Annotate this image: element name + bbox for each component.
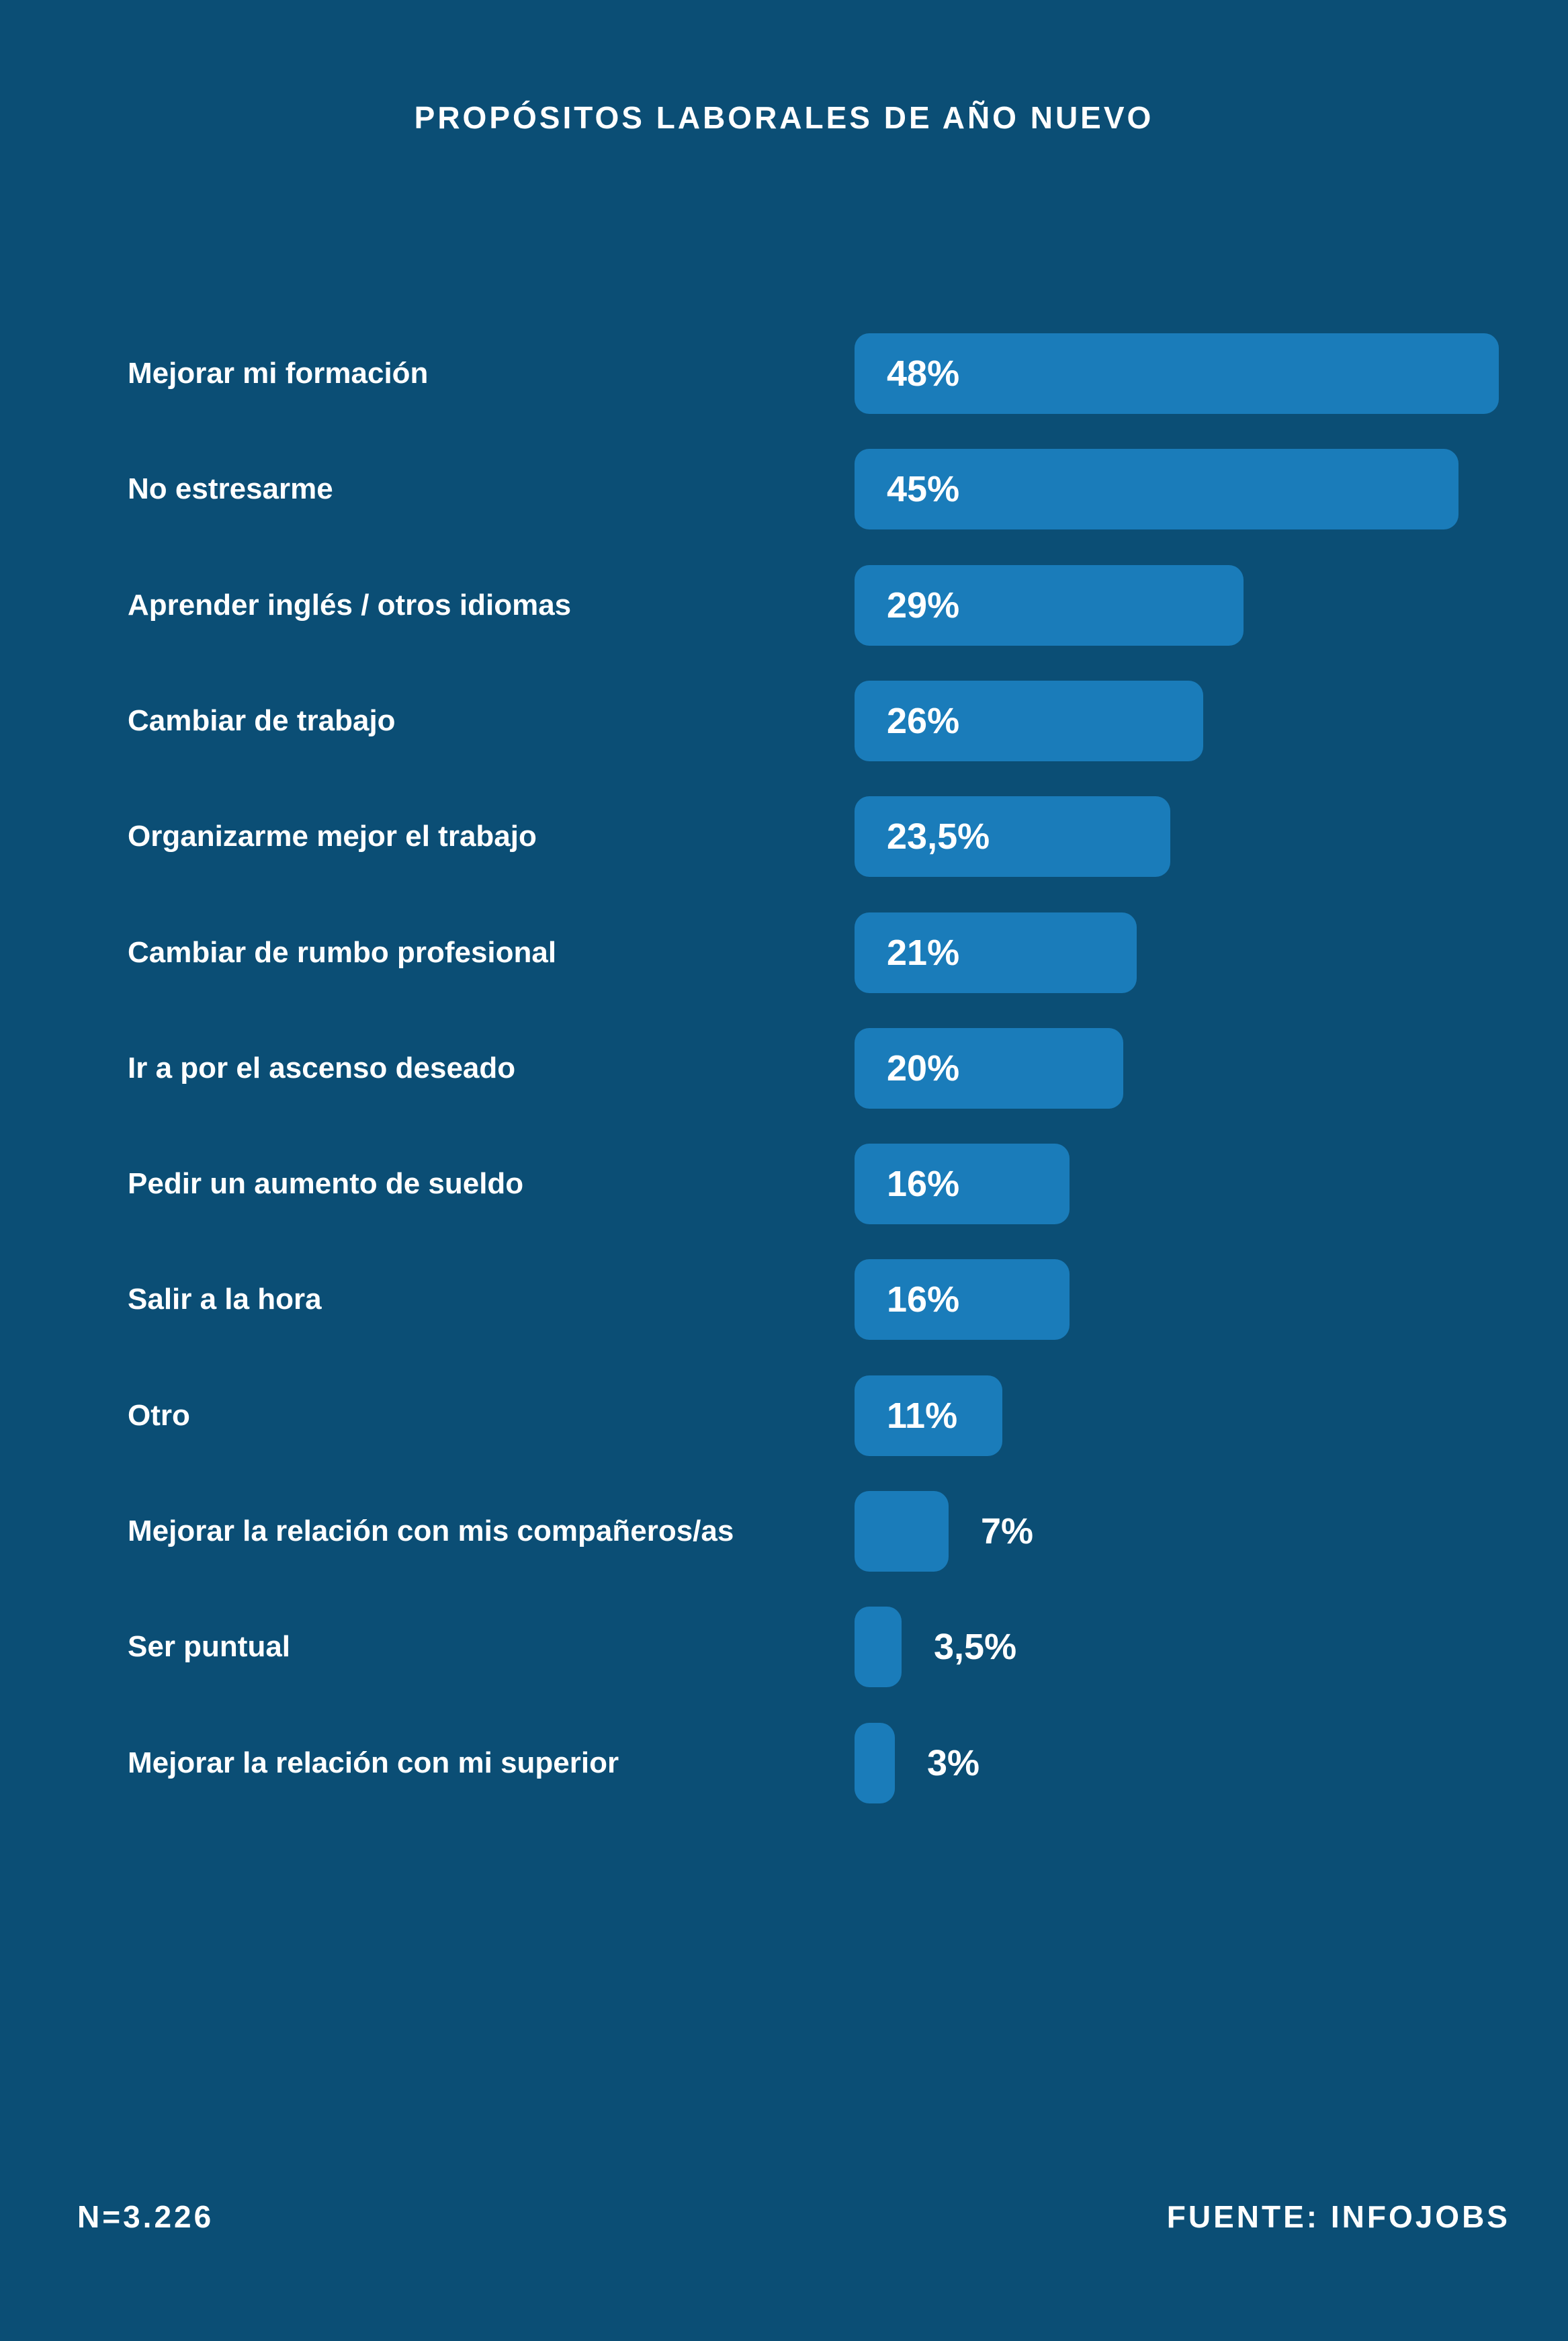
bar	[855, 1607, 902, 1687]
bar-row: Mejorar la relación con mi superior 3%	[0, 1723, 1568, 1803]
category-label: Cambiar de rumbo profesional	[128, 936, 557, 969]
bar-row: Ir a por el ascenso deseado 20%	[0, 1028, 1568, 1109]
bar	[855, 681, 1203, 761]
chart-title: PROPÓSITOS LABORALES DE AÑO NUEVO	[414, 100, 1154, 135]
value-label: 26%	[887, 701, 960, 741]
sample-size: N=3.226	[77, 2199, 214, 2234]
value-label: 23,5%	[887, 816, 990, 857]
bar-row: Mejorar la relación con mis compañeros/a…	[0, 1491, 1568, 1572]
bar-row: Mejorar mi formación 48%	[0, 333, 1568, 414]
bar	[855, 796, 1170, 877]
bar	[855, 1723, 895, 1803]
bar	[855, 449, 1458, 529]
bar	[855, 565, 1244, 646]
source-credit: FUENTE: INFOJOBS	[1166, 2199, 1510, 2234]
bar	[855, 1028, 1123, 1109]
bar-row: Organizarme mejor el trabajo 23,5%	[0, 796, 1568, 877]
category-label: Organizarme mejor el trabajo	[128, 820, 537, 853]
category-label: Cambiar de trabajo	[128, 704, 396, 737]
category-label: Salir a la hora	[128, 1283, 322, 1316]
bar-row: Salir a la hora 16%	[0, 1259, 1568, 1340]
bar	[855, 912, 1137, 993]
bar-row: Cambiar de trabajo 26%	[0, 681, 1568, 761]
value-label: 16%	[887, 1279, 960, 1320]
category-label: No estresarme	[128, 472, 333, 505]
bar-row: Cambiar de rumbo profesional 21%	[0, 912, 1568, 993]
value-label: 3%	[927, 1743, 980, 1783]
bar	[855, 1144, 1070, 1224]
category-label: Pedir un aumento de sueldo	[128, 1167, 524, 1200]
bar-row: No estresarme 45%	[0, 449, 1568, 529]
category-label: Otro	[128, 1399, 190, 1432]
bar	[855, 1375, 1002, 1456]
category-label: Mejorar la relación con mis compañeros/a…	[128, 1515, 734, 1547]
category-label: Mejorar mi formación	[128, 357, 429, 390]
category-label: Ser puntual	[128, 1630, 291, 1663]
value-label: 7%	[981, 1511, 1034, 1551]
value-label: 48%	[887, 353, 960, 394]
value-label: 21%	[887, 933, 960, 973]
value-label: 16%	[887, 1164, 960, 1204]
bar	[855, 1491, 949, 1572]
category-label: Ir a por el ascenso deseado	[128, 1052, 516, 1084]
bar-row: Aprender inglés / otros idiomas 29%	[0, 565, 1568, 646]
value-label: 45%	[887, 469, 960, 509]
category-label: Aprender inglés / otros idiomas	[128, 589, 572, 622]
bar	[855, 1259, 1070, 1340]
bar-row: Otro 11%	[0, 1375, 1568, 1456]
bar	[855, 333, 1499, 414]
category-label: Mejorar la relación con mi superior	[128, 1746, 619, 1779]
value-label: 20%	[887, 1048, 960, 1089]
bar-row: Pedir un aumento de sueldo 16%	[0, 1144, 1568, 1224]
bar-row: Ser puntual 3,5%	[0, 1607, 1568, 1687]
value-label: 29%	[887, 585, 960, 626]
value-label: 3,5%	[934, 1627, 1017, 1667]
value-label: 11%	[887, 1396, 958, 1436]
